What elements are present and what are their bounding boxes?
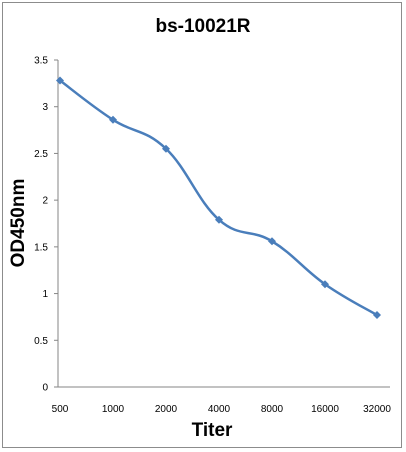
series-line [59, 79, 378, 317]
data-point-marker [162, 144, 170, 153]
x-tick-label: 4000 [208, 404, 231, 415]
data-point-marker [321, 280, 329, 289]
data-point-marker [373, 311, 381, 320]
x-tick-label: 2000 [155, 404, 178, 415]
x-tick-label: 8000 [261, 404, 284, 415]
series-layer [56, 76, 381, 320]
data-point-marker [109, 115, 117, 124]
x-ticks: 500 1000 2000 4000 8000 16000 32000 [52, 404, 392, 415]
chart-title: bs-10021R [155, 16, 250, 37]
x-tick-label: 1000 [102, 404, 125, 415]
y-tick-label: 2.5 [34, 149, 48, 160]
y-ticks: 0 0.5 1 1.5 2 2.5 3 3.5 [34, 56, 58, 394]
y-tick-label: 3 [42, 102, 48, 113]
x-tick-label: 500 [52, 404, 69, 415]
y-tick-label: 0 [42, 383, 48, 394]
data-point-marker [56, 76, 64, 85]
y-axis-title: OD450nm [8, 179, 29, 268]
y-tick-label: 3.5 [34, 56, 48, 67]
data-point-marker [268, 237, 276, 246]
data-point-marker [215, 215, 223, 224]
x-axis-title: Titer [192, 420, 233, 441]
y-tick-label: 2 [42, 196, 48, 207]
y-tick-label: 0.5 [34, 336, 48, 347]
chart-frame [2, 2, 402, 448]
y-tick-label: 1.5 [34, 242, 48, 253]
x-tick-label: 16000 [311, 404, 339, 415]
x-tick-label: 32000 [363, 404, 391, 415]
y-tick-label: 1 [42, 289, 48, 300]
